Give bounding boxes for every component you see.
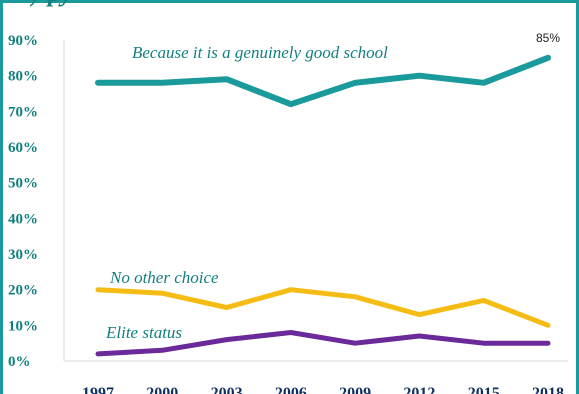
series-line-1 [95,54,551,108]
series-lines [95,54,551,357]
series-label-3: Elite status [105,323,182,342]
x-tick-label: 2009 [339,385,371,394]
y-tick-label: 20% [8,283,38,299]
x-tick-label: 2012 [403,385,435,394]
series-label-2: No other choice [109,268,219,287]
y-tick-label: 60% [8,140,38,156]
x-tick-label: 1997 [82,385,114,394]
x-tick-labels: 1997 2000 2003 2006 2009 2012 2015 2018 [82,385,564,394]
data-label-2018: 85% [536,31,560,45]
chart-title-fragment: y py [30,0,550,8]
y-tick-label: 0% [8,354,31,370]
y-tick-label: 40% [8,211,38,227]
y-tick-label: 30% [8,247,38,263]
series-labels: Because it is a genuinely good school No … [105,31,560,342]
x-tick-label: 2003 [211,385,243,394]
x-tick-label: 2006 [275,385,307,394]
x-tick-label: 2015 [468,385,500,394]
x-tick-label: 2000 [146,385,178,394]
y-tick-label: 10% [8,318,38,334]
x-tick-label: 2018 [532,385,564,394]
series-label-1: Because it is a genuinely good school [132,43,388,62]
series-line-3 [95,330,551,357]
y-tick-label: 80% [8,69,38,85]
y-tick-label: 90% [8,33,38,49]
series-line-2 [95,287,551,328]
y-tick-label: 70% [8,104,38,120]
y-tick-label: 50% [8,176,38,192]
y-tick-labels: 0% 10% 20% 30% 40% 50% 60% 70% 80% 90% [8,33,38,370]
